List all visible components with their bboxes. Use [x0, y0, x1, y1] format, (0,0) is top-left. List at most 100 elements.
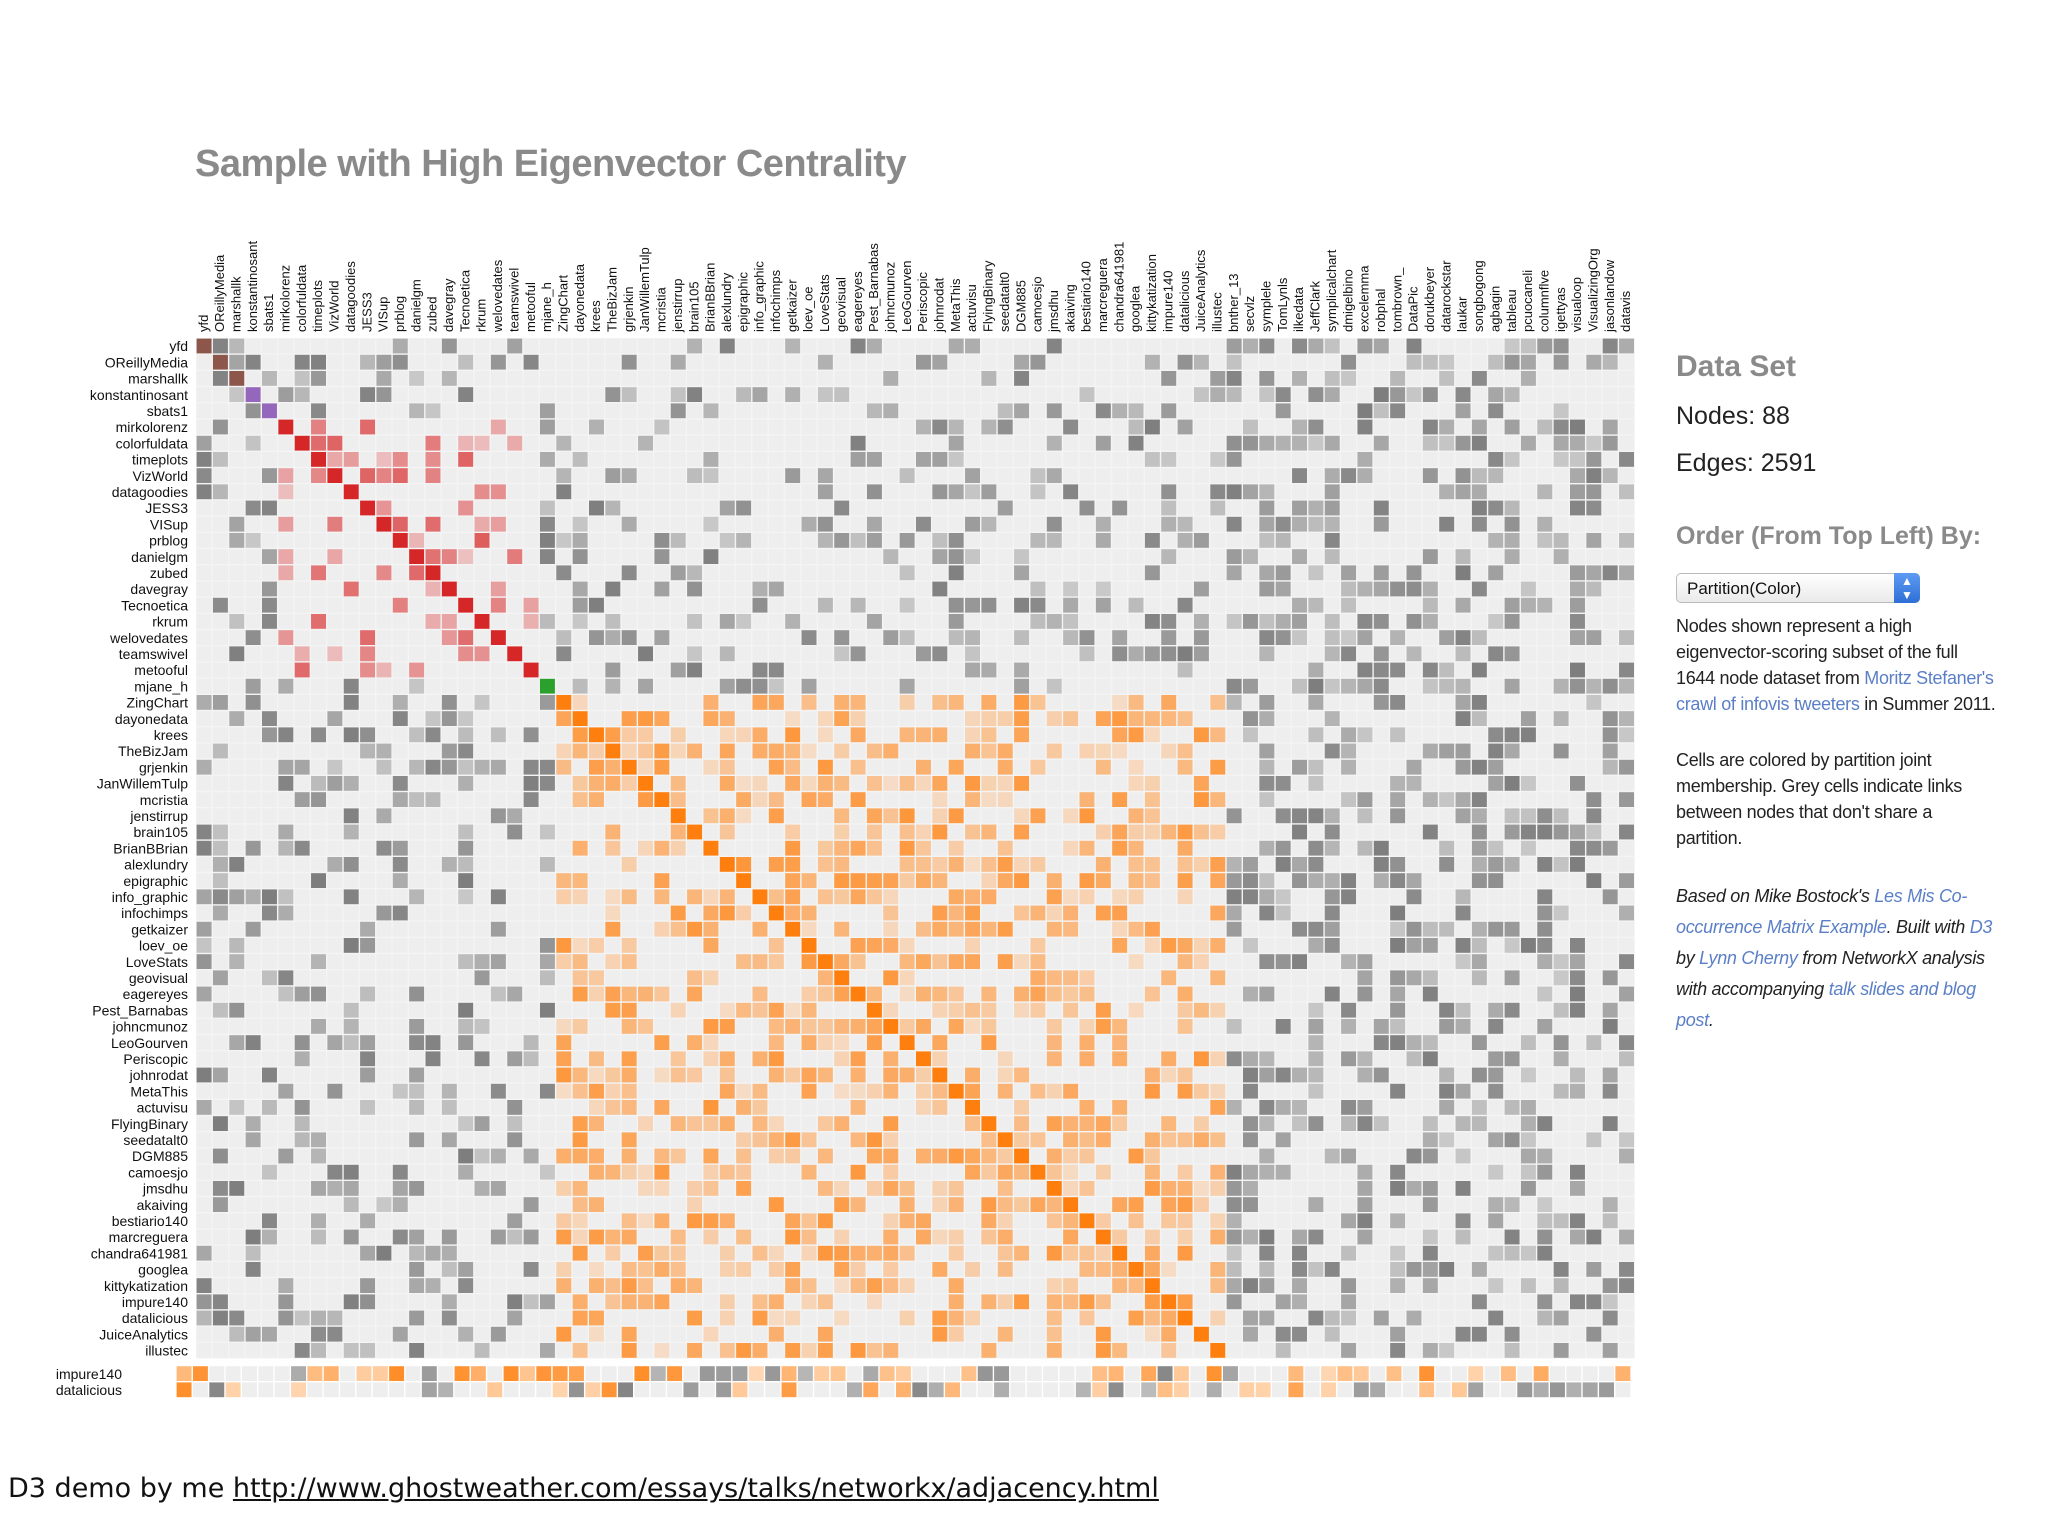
- partition-cell: [327, 549, 343, 564]
- empty-cell: [245, 954, 261, 969]
- link-cell: [1570, 662, 1585, 678]
- link-cell: [1504, 824, 1520, 840]
- link-cell: [262, 500, 277, 516]
- empty-cell: [703, 435, 719, 451]
- empty-cell: [801, 857, 817, 872]
- link-cell: [1259, 484, 1275, 500]
- empty-cell: [327, 1067, 343, 1083]
- empty-cell: [245, 419, 261, 435]
- empty-cell: [1570, 905, 1585, 921]
- empty-cell: [834, 549, 850, 564]
- empty-cell: [1586, 1116, 1602, 1131]
- link-cell: [212, 1148, 228, 1164]
- empty-cell: [327, 1002, 343, 1018]
- link-cell: [965, 549, 980, 564]
- empty-cell: [1390, 1116, 1406, 1131]
- partition-cell: [1177, 954, 1193, 969]
- empty-cell: [654, 954, 670, 969]
- empty-cell: [1275, 371, 1291, 386]
- empty-cell: [621, 549, 637, 564]
- empty-cell: [1619, 371, 1634, 386]
- partition-cell: [474, 533, 490, 548]
- empty-cell: [572, 371, 588, 386]
- empty-cell: [916, 1035, 931, 1050]
- empty-cell: [539, 435, 555, 451]
- link-cell: [899, 597, 915, 613]
- empty-cell: [785, 792, 801, 807]
- empty-cell: [1095, 954, 1111, 969]
- empty-cell: [311, 387, 326, 402]
- empty-cell: [1014, 1083, 1030, 1099]
- empty-cell: [1030, 1213, 1046, 1229]
- partition-cell: [1063, 921, 1079, 937]
- link-cell: [1570, 824, 1585, 840]
- empty-cell: [1063, 759, 1079, 775]
- empty-cell: [474, 824, 490, 840]
- empty-cell: [441, 986, 457, 1002]
- empty-cell: [392, 938, 408, 953]
- empty-cell: [1586, 338, 1602, 354]
- empty-cell: [376, 776, 392, 791]
- empty-cell: [196, 1002, 212, 1018]
- empty-cell: [539, 565, 555, 581]
- link-cell: [1373, 873, 1389, 888]
- empty-cell: [245, 792, 261, 807]
- link-cell: [1226, 1100, 1242, 1115]
- empty-cell: [736, 549, 752, 564]
- link-cell: [392, 905, 408, 921]
- link-cell: [212, 597, 228, 613]
- empty-cell: [245, 452, 261, 467]
- partition-cell: [1161, 970, 1177, 986]
- empty-cell: [1079, 759, 1095, 775]
- link-cell: [360, 1245, 376, 1261]
- empty-cell: [997, 970, 1013, 986]
- link-cell: [1095, 403, 1111, 419]
- empty-cell: [229, 630, 245, 645]
- partition-cell: [736, 1164, 752, 1180]
- empty-cell: [507, 1245, 523, 1261]
- empty-cell: [343, 630, 359, 645]
- empty-cell: [752, 759, 768, 775]
- empty-cell: [1292, 354, 1307, 370]
- link-cell: [1357, 1051, 1373, 1067]
- link-cell: [1619, 1148, 1634, 1164]
- empty-cell: [1128, 484, 1144, 500]
- empty-cell: [1602, 986, 1618, 1002]
- empty-cell: [932, 1132, 948, 1148]
- empty-cell: [212, 1213, 228, 1229]
- empty-cell: [1128, 354, 1144, 370]
- empty-cell: [932, 743, 948, 759]
- empty-cell: [752, 646, 768, 662]
- empty-cell: [1259, 1019, 1275, 1034]
- link-cell: [458, 1035, 474, 1050]
- link-cell: [278, 1083, 294, 1099]
- empty-cell: [1063, 338, 1079, 354]
- partition-cell: [850, 711, 866, 726]
- link-cell: [1537, 954, 1553, 969]
- empty-cell: [1095, 1067, 1111, 1083]
- empty-cell: [539, 743, 555, 759]
- link-cell: [1373, 516, 1389, 532]
- empty-cell: [1520, 662, 1536, 678]
- link-cell: [441, 371, 457, 386]
- partition-cell: [834, 711, 850, 726]
- partition-cell: [654, 1164, 670, 1180]
- empty-cell: [376, 419, 392, 435]
- empty-cell: [1341, 808, 1357, 824]
- link-cell: [1619, 338, 1634, 354]
- empty-cell: [1553, 1100, 1569, 1115]
- partition-cell: [899, 1213, 915, 1229]
- empty-cell: [1243, 630, 1258, 645]
- partition-cell: [589, 1100, 604, 1115]
- empty-cell: [605, 419, 621, 435]
- partition-cell: [883, 1067, 899, 1083]
- link-cell: [638, 646, 653, 662]
- empty-cell: [1030, 419, 1046, 435]
- partition-cell: [916, 1100, 931, 1115]
- empty-cell: [507, 921, 523, 937]
- partition-cell: [834, 1019, 850, 1034]
- partition-cell: [654, 840, 670, 856]
- diagonal-cell: [1112, 1245, 1128, 1261]
- empty-cell: [1275, 662, 1291, 678]
- empty-cell: [981, 354, 997, 370]
